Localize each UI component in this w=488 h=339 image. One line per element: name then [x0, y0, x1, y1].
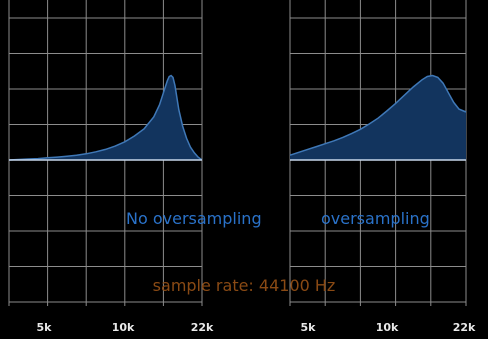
- panel-no-oversampling: [8, 0, 203, 306]
- tick-left-5k: 5k: [37, 321, 53, 334]
- response-area-right: [290, 75, 466, 160]
- tick-left-22k: 22k: [191, 321, 214, 334]
- tick-left-10k: 10k: [112, 321, 135, 334]
- response-curve-left: [8, 74, 203, 161]
- tick-right-22k: 22k: [453, 321, 476, 334]
- panel-label-no-oversampling: No oversampling: [126, 209, 262, 228]
- panel-label-oversampling: oversampling: [321, 209, 430, 228]
- response-area-left: [9, 75, 202, 160]
- response-curve-right: [289, 74, 467, 156]
- tick-right-5k: 5k: [301, 321, 317, 334]
- panel-oversampling: [289, 0, 467, 306]
- sample-rate-label: sample rate: 44100 Hz: [153, 276, 336, 295]
- tick-right-10k: 10k: [376, 321, 399, 334]
